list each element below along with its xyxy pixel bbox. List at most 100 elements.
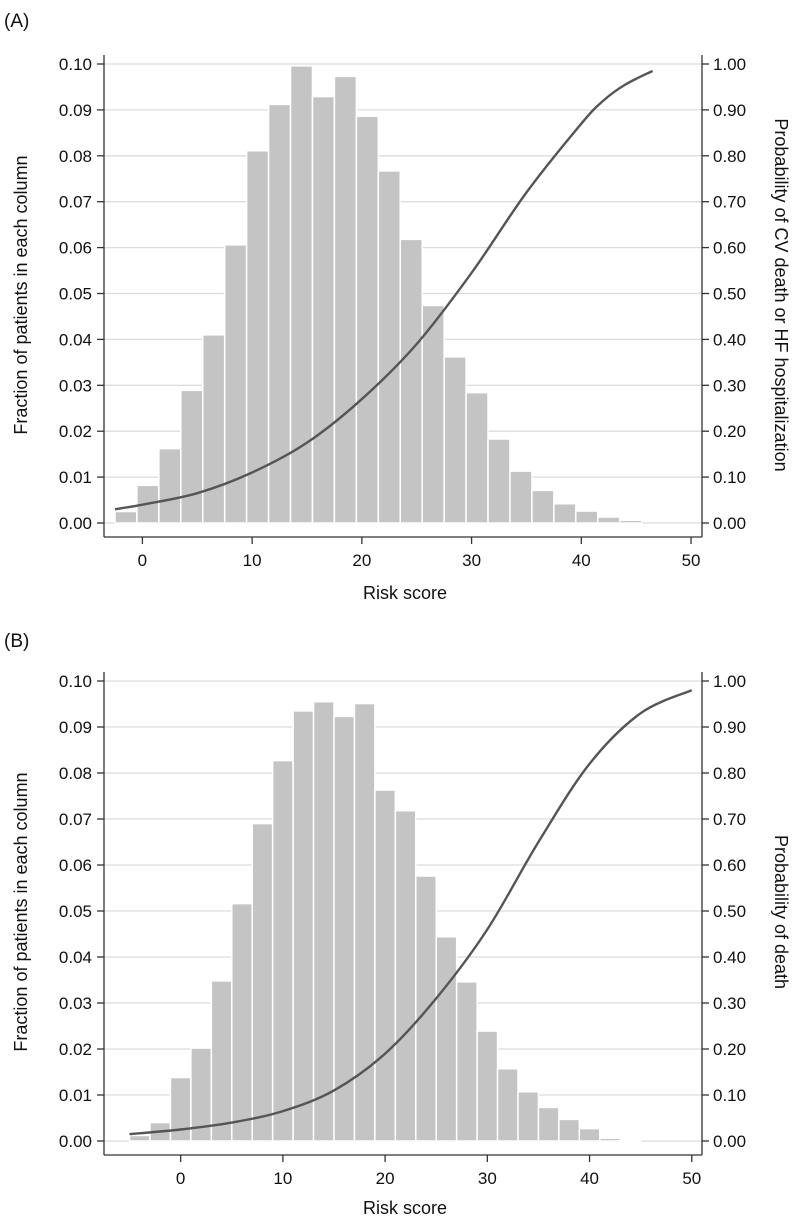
probability-curve xyxy=(114,69,654,511)
y-left-axis-title-a: Fraction of patients in each column xyxy=(11,155,31,434)
histogram-bar xyxy=(421,304,445,524)
histogram-bar xyxy=(399,238,423,524)
x-tick-label: 50 xyxy=(682,1169,701,1188)
x-tick-label: 10 xyxy=(273,1169,292,1188)
y-left-tick-label: 0.07 xyxy=(59,193,92,212)
x-tick-label: 0 xyxy=(176,1169,185,1188)
x-axis-title-a: Risk score xyxy=(363,583,447,603)
y-right-axis-title-a: Probability of CV death or HF hospitaliz… xyxy=(771,118,791,471)
y-left-tick-label: 0.01 xyxy=(59,468,92,487)
histogram-bar xyxy=(312,700,335,1142)
histogram-bar xyxy=(355,115,380,524)
panel-b: (B) Risk score Fraction of patients in e… xyxy=(4,631,791,1218)
y-right-tick-label: 0.00 xyxy=(713,514,746,533)
histogram-bar xyxy=(619,1138,642,1142)
histogram-bar xyxy=(443,356,467,524)
x-tick-label: 30 xyxy=(478,1169,497,1188)
histogram-bar xyxy=(496,1068,519,1142)
y-left-tick-label: 0.10 xyxy=(59,55,92,74)
y-right-tick-label: 1.00 xyxy=(713,55,746,74)
y-left-tick-label: 0.04 xyxy=(59,948,92,967)
x-axis-title-b: Risk score xyxy=(363,1198,447,1218)
histogram-bar xyxy=(465,391,489,524)
y-left-tick-label: 0.08 xyxy=(59,147,92,166)
probability-curve xyxy=(129,689,693,1136)
y-right-tick-label: 0.90 xyxy=(713,718,746,737)
histogram-bar xyxy=(292,710,315,1142)
y-left-axis-title-b: Fraction of patients in each column xyxy=(11,772,31,1051)
histogram-bar xyxy=(578,1127,601,1142)
histogram-bar xyxy=(575,510,599,524)
x-tick-label: 10 xyxy=(243,551,262,570)
histogram-bar xyxy=(271,759,294,1142)
y-left-tick-label: 0.00 xyxy=(59,1132,92,1151)
y-right-tick-label: 0.30 xyxy=(713,376,746,395)
y-right-tick-label: 0.60 xyxy=(713,239,746,258)
y-right-axis-title-b: Probability of death xyxy=(771,835,791,989)
y-right-tick-label: 0.80 xyxy=(713,147,746,166)
histogram-bar xyxy=(169,1076,192,1142)
y-right-tick-label: 0.00 xyxy=(713,1132,746,1151)
y-left-tick-label: 0.02 xyxy=(59,422,92,441)
x-tick-label: 0 xyxy=(138,551,147,570)
y-right-tick-label: 0.20 xyxy=(713,1040,746,1059)
panel-label-a: (A) xyxy=(4,11,29,32)
y-right-tick-label: 1.00 xyxy=(713,672,746,691)
x-tick-label: 30 xyxy=(462,551,481,570)
y-right-tick-label: 0.30 xyxy=(713,994,746,1013)
histogram-bar xyxy=(509,470,533,524)
histogram-bar xyxy=(311,95,336,524)
y-left-tick-label: 0.10 xyxy=(59,672,92,691)
y-left-tick-label: 0.07 xyxy=(59,810,92,829)
y-left-tick-label: 0.05 xyxy=(59,902,92,921)
x-tick-label: 40 xyxy=(580,1169,599,1188)
histogram-bar xyxy=(517,1091,540,1142)
histogram-bar xyxy=(231,902,253,1142)
histogram-bar xyxy=(476,1030,499,1142)
y-right-tick-label: 0.50 xyxy=(713,285,746,304)
x-tick-label: 20 xyxy=(352,551,371,570)
histogram-bar xyxy=(202,334,226,524)
y-left-tick-label: 0.08 xyxy=(59,764,92,783)
histogram-bar xyxy=(597,516,621,524)
histogram-bar xyxy=(377,170,402,524)
x-tick-label: 20 xyxy=(376,1169,395,1188)
y-left-tick-label: 0.01 xyxy=(59,1086,92,1105)
histogram-bar xyxy=(158,447,182,524)
histogram-bar xyxy=(333,715,356,1142)
histogram-bar xyxy=(558,1118,581,1142)
histogram-bar xyxy=(394,809,417,1142)
y-left-tick-label: 0.06 xyxy=(59,239,92,258)
histogram-bar xyxy=(553,502,577,524)
y-right-tick-label: 0.20 xyxy=(713,422,746,441)
histogram-bar xyxy=(180,389,204,524)
y-left-tick-label: 0.02 xyxy=(59,1040,92,1059)
histogram-bar xyxy=(599,1137,621,1142)
histogram-bar xyxy=(223,244,248,524)
histogram-bar xyxy=(128,1134,151,1142)
histogram-bar xyxy=(114,510,138,524)
y-right-tick-label: 0.40 xyxy=(713,948,746,967)
y-right-tick-label: 0.10 xyxy=(713,1086,746,1105)
histogram-bar xyxy=(537,1106,560,1142)
y-right-tick-label: 0.60 xyxy=(713,856,746,875)
y-left-tick-label: 0.09 xyxy=(59,101,92,120)
histogram-bar xyxy=(210,980,233,1142)
histogram-bar xyxy=(435,936,458,1142)
histogram-bar xyxy=(251,822,274,1142)
x-tick-label: 40 xyxy=(572,551,591,570)
y-left-tick-label: 0.04 xyxy=(59,330,92,349)
y-right-tick-label: 0.10 xyxy=(713,468,746,487)
histogram-bar xyxy=(618,519,643,524)
y-right-tick-label: 0.70 xyxy=(713,193,746,212)
y-left-tick-label: 0.06 xyxy=(59,856,92,875)
y-left-tick-label: 0.09 xyxy=(59,718,92,737)
panel-a: (A) Risk score Fraction of patients in e… xyxy=(4,11,791,603)
y-left-tick-label: 0.03 xyxy=(59,994,92,1013)
histogram-bar xyxy=(487,438,511,524)
y-left-tick-label: 0.05 xyxy=(59,285,92,304)
histogram-bar xyxy=(289,65,314,524)
histogram-bar xyxy=(374,789,397,1142)
y-right-tick-label: 0.50 xyxy=(713,902,746,921)
